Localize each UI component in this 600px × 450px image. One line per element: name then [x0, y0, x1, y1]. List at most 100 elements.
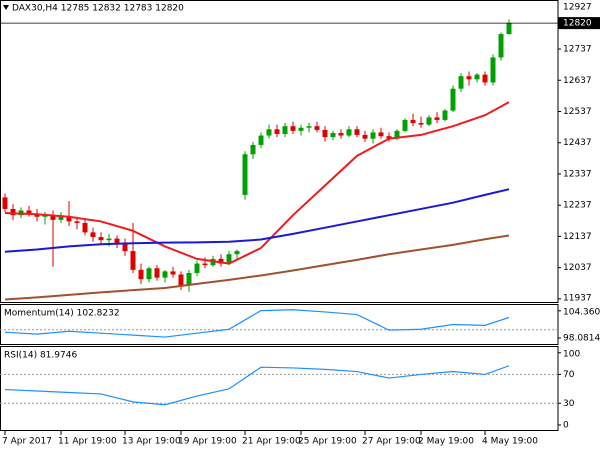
candle-body — [274, 129, 280, 134]
y-tick-label: 12137 — [563, 232, 592, 242]
candle-body — [418, 123, 424, 125]
candle-body — [154, 268, 160, 278]
candle-body — [170, 271, 176, 275]
series-line — [4, 309, 510, 338]
candle-body — [98, 237, 104, 241]
candle-body — [330, 133, 336, 138]
candle-body — [354, 129, 360, 135]
candle-body — [434, 117, 440, 120]
candle-body — [386, 136, 392, 139]
y-tick-label: 12537 — [563, 107, 592, 117]
candle-body — [290, 126, 296, 131]
y-tick-label: 12437 — [563, 138, 592, 148]
y-tick-label: 100 — [563, 350, 580, 360]
last-price-box — [558, 17, 600, 30]
main-panel-frame — [0, 0, 559, 303]
y-tick-label: 12337 — [563, 169, 592, 179]
x-tick-label: 27 Apr 19:00 — [362, 437, 421, 447]
candle-body — [410, 119, 416, 124]
y-tick-label: 12637 — [563, 76, 592, 86]
x-tick-label: 21 Apr 19:00 — [242, 437, 301, 447]
y-tick-label: 0 — [563, 420, 569, 430]
candle-body — [234, 251, 240, 255]
collapse-icon — [3, 5, 9, 10]
x-tick-label: 4 May 19:00 — [482, 437, 538, 447]
y-tick-label: 12037 — [563, 263, 592, 273]
candle-body — [450, 88, 456, 111]
y-tick-label: 12737 — [563, 45, 592, 55]
x-tick-label: 25 Apr 19:00 — [298, 437, 357, 447]
candle-body — [298, 127, 304, 131]
y-tick-label: 104.3609 — [563, 308, 600, 318]
candle-body — [26, 210, 32, 214]
candle-body — [50, 215, 56, 220]
candle-body — [362, 134, 368, 139]
x-tick-label: 2 May 19:00 — [418, 437, 474, 447]
candle-body — [42, 215, 48, 217]
y-tick-label: 30 — [563, 399, 575, 409]
y-tick-label: 12927 — [563, 3, 592, 13]
candle-body — [66, 216, 72, 222]
candle-body — [90, 232, 96, 238]
panel-plot — [0, 365, 558, 406]
panel-title: DAX30,H4 12785 12832 12783 12820 — [12, 4, 184, 14]
candle-body — [58, 216, 64, 220]
candle-body — [194, 263, 200, 273]
candle-body — [498, 34, 504, 58]
candle-body — [402, 119, 408, 131]
candle-body — [146, 268, 152, 280]
x-tick-label: 7 Apr 2017 — [2, 437, 52, 447]
panel-title: Momentum(14) 102.8232 — [4, 309, 120, 319]
candle-body — [346, 129, 352, 136]
candle-body — [474, 74, 480, 80]
candle-body — [322, 129, 328, 138]
candle-body — [490, 57, 496, 83]
candle-body — [258, 135, 264, 145]
series-line — [4, 234, 510, 301]
candle-body — [138, 269, 144, 280]
candle-body — [338, 133, 344, 136]
candle-body — [250, 144, 256, 155]
panel-plot — [0, 309, 558, 338]
candle-body — [242, 154, 248, 195]
candle-body — [266, 129, 272, 136]
candle-body — [370, 132, 376, 139]
candle-body — [122, 243, 128, 252]
candle-body — [114, 238, 120, 244]
y-tick-label: 11937 — [563, 294, 592, 304]
candle-body — [314, 126, 320, 130]
candle-body — [458, 76, 464, 89]
y-tick-label: 12237 — [563, 201, 592, 211]
candle-body — [506, 23, 512, 35]
candle-body — [378, 132, 384, 137]
x-tick-label: 13 Apr 19:00 — [122, 437, 181, 447]
series-line — [4, 365, 510, 406]
candle-body — [178, 274, 184, 286]
candle-body — [306, 126, 312, 128]
candle-body — [2, 197, 8, 209]
candle-body — [426, 117, 432, 125]
candle-body — [394, 130, 400, 139]
candle-body — [186, 272, 192, 286]
candle-body — [442, 110, 448, 120]
candle-body — [82, 222, 88, 233]
candle-body — [218, 258, 224, 264]
candle-body — [10, 208, 16, 216]
momentum-panel-frame — [0, 304, 559, 345]
y-tick-label: 98.0814 — [563, 334, 600, 344]
panel-plot — [2, 19, 512, 301]
candle-body — [74, 221, 80, 223]
candle-body — [466, 76, 472, 80]
rsi-panel-frame — [0, 346, 559, 431]
candle-body — [226, 254, 232, 264]
series-line — [4, 101, 510, 265]
candle-body — [202, 263, 208, 266]
x-tick-label: 19 Apr 19:00 — [178, 437, 237, 447]
y-tick-label: 70 — [563, 370, 575, 380]
candle-body — [282, 126, 288, 134]
x-tick-label: 11 Apr 19:00 — [58, 437, 117, 447]
candle-body — [162, 271, 168, 278]
